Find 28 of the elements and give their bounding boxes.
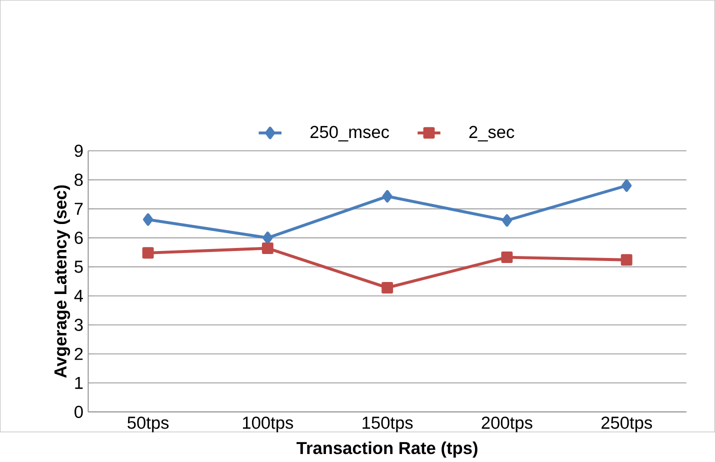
y-axis-title: Avgerage Latency (sec) xyxy=(54,185,70,378)
x-tick-label: 200tps xyxy=(482,416,532,432)
y-tick-label: 9 xyxy=(74,144,83,157)
y-tick-label: 4 xyxy=(74,290,84,302)
y-tick-label: 1 xyxy=(75,376,83,389)
x-tick-label: 100tps xyxy=(242,416,294,432)
legend-label: 250_msec xyxy=(310,126,390,142)
point xyxy=(382,190,392,203)
x-axis-title: Transaction Rate (tps) xyxy=(296,441,478,458)
point xyxy=(142,247,154,259)
point xyxy=(262,242,274,254)
y-tick-label: 2 xyxy=(74,348,83,360)
x-tick-label: 250tps xyxy=(601,416,652,432)
point xyxy=(502,214,512,227)
y-tick-label: 5 xyxy=(74,260,83,273)
x-tick-label: 50tps xyxy=(128,416,169,432)
y-tick-label: 0 xyxy=(74,406,83,418)
y-tick-label: 3 xyxy=(74,318,83,331)
point xyxy=(142,213,154,226)
point xyxy=(382,282,394,294)
point xyxy=(620,254,632,266)
point xyxy=(501,252,513,263)
legend-label: 2_sec xyxy=(469,126,514,142)
y-tick-label: 8 xyxy=(74,174,83,186)
y-tick-label: 7 xyxy=(74,202,83,215)
y-tick-label: 6 xyxy=(74,232,83,244)
point xyxy=(622,179,632,192)
x-tick-label: 150tps xyxy=(362,416,413,432)
